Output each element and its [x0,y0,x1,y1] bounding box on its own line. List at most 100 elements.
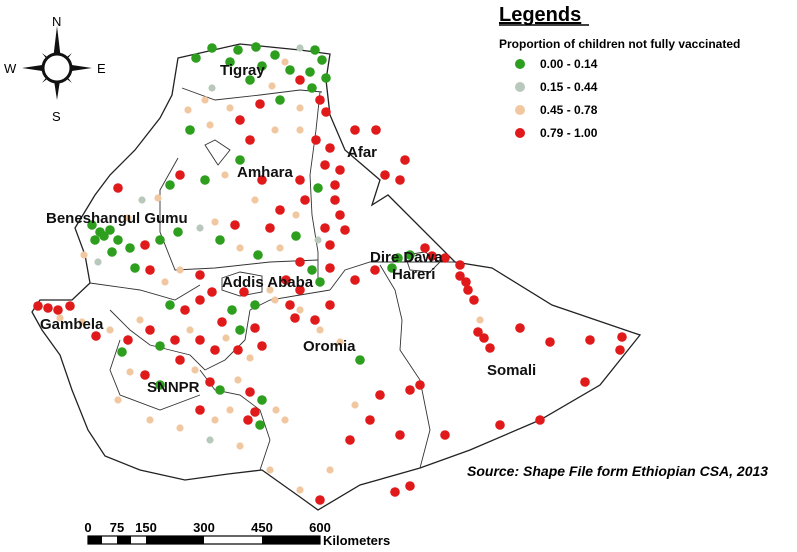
sample-point [33,301,43,311]
sample-point [580,377,590,387]
sample-point [307,83,317,93]
sample-point [296,104,304,112]
sample-point [461,277,471,287]
compass-west: W [4,61,17,76]
sample-point [206,121,214,129]
sample-point [155,341,165,351]
sample-point [515,323,525,333]
sample-point [165,300,175,310]
sample-point [146,416,154,424]
sample-point [265,223,275,233]
sample-point [250,407,260,417]
sample-point [195,270,205,280]
sample-point [245,135,255,145]
sample-point [350,275,360,285]
sample-point [91,331,101,341]
sample-point [227,305,237,315]
sample-point [380,170,390,180]
scale-tick-label: 75 [110,520,124,535]
sample-point [226,104,234,112]
sample-point [266,466,274,474]
sample-point [290,313,300,323]
sample-point [485,343,495,353]
sample-point [43,303,53,313]
sample-point [291,231,301,241]
sample-point [463,285,473,295]
sample-point [325,240,335,250]
legend-swatch [515,105,525,115]
sample-point [99,231,109,241]
sample-point [236,244,244,252]
sample-point [136,316,144,324]
sample-point [251,196,259,204]
sample-point [257,395,267,405]
sample-point [185,125,195,135]
scale-tick-label: 450 [251,520,273,535]
sample-point [281,275,291,285]
sample-point [255,420,265,430]
label-afar: Afar [347,144,377,161]
sample-point [235,115,245,125]
sample-point [270,50,280,60]
sample-point [211,218,219,226]
sample-point [427,251,437,261]
sample-point [335,165,345,175]
sample-point [405,385,415,395]
sample-point [255,99,265,109]
legend-label: 0.00 - 0.14 [540,57,598,71]
sample-point [80,251,88,259]
sample-point [195,335,205,345]
sample-point [138,196,146,204]
sample-point [405,250,415,260]
sample-point [320,223,330,233]
sample-point [201,96,209,104]
sample-points-layer [33,42,627,505]
sample-point [395,175,405,185]
label-hareri: Hareri [392,266,435,283]
sample-point [585,335,595,345]
sample-point [495,420,505,430]
sample-point [296,126,304,134]
sample-point [90,235,100,245]
scale-tick-label: 600 [309,520,331,535]
sample-point [371,125,381,135]
sample-point [176,266,184,274]
label-somali: Somali [487,362,536,379]
sample-point [275,205,285,215]
sample-point [234,376,242,384]
sample-point [114,396,122,404]
sample-point [271,126,279,134]
scale-bar: 0 75 150 300 450 600 Kilometers [84,520,390,548]
sample-point [196,224,204,232]
legend-swatch [515,128,525,138]
sample-point [191,366,199,374]
sample-point [257,175,267,185]
label-oromia: Oromia [303,338,356,355]
sample-point [615,345,625,355]
sample-point [393,253,403,263]
sample-point [330,195,340,205]
compass-icon [22,26,92,100]
sample-point [117,347,127,357]
sample-point [326,466,334,474]
sample-point [130,263,140,273]
sample-point [233,45,243,55]
source-note: Source: Shape File form Ethiopian CSA, 2… [467,463,768,479]
sample-point [276,244,284,252]
sample-point [235,325,245,335]
sample-point [325,263,335,273]
legend: Legends Proportion of children not fully… [499,4,740,140]
sample-point [175,355,185,365]
sample-point [469,295,479,305]
sample-point [535,415,545,425]
sample-point [175,170,185,180]
sample-point [106,326,114,334]
sample-point [340,225,350,235]
sample-point [325,300,335,310]
sample-point [245,75,255,85]
legend-items: 0.00 - 0.14 0.15 - 0.44 0.45 - 0.78 0.79 - … [515,57,598,140]
sample-point [295,285,305,295]
sample-point [455,260,465,270]
sample-point [221,171,229,179]
sample-point [226,406,234,414]
